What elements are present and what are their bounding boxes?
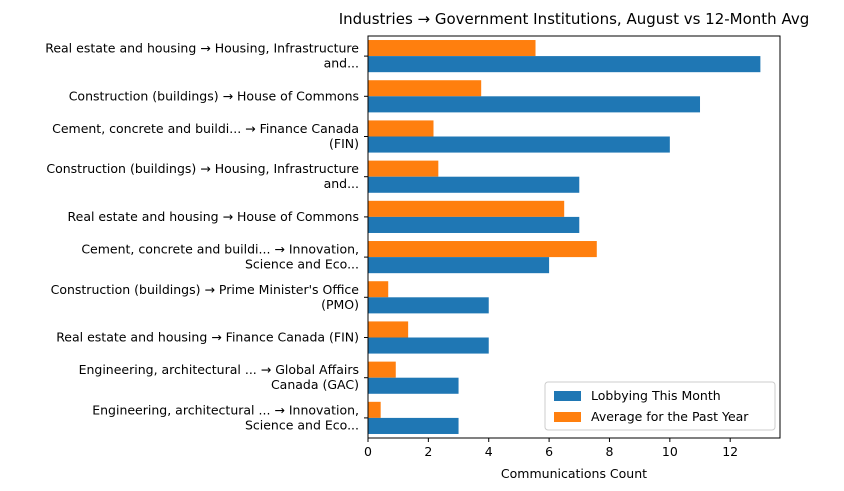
x-tick-label: 2 xyxy=(424,444,432,459)
bar-average-past-year xyxy=(368,200,565,217)
bar-lobbying-this-month xyxy=(368,176,580,193)
category-label-line: Real estate and housing → Finance Canada… xyxy=(56,330,359,345)
category-label: Construction (buildings) → Prime Ministe… xyxy=(51,282,360,312)
bar-average-past-year xyxy=(368,321,409,338)
category-label-line: (PMO) xyxy=(321,297,359,312)
bar-average-past-year xyxy=(368,40,536,57)
bar-lobbying-this-month xyxy=(368,377,459,394)
x-tick-label: 12 xyxy=(722,444,738,459)
x-tick-label: 4 xyxy=(485,444,493,459)
legend-label: Average for the Past Year xyxy=(591,409,749,424)
bar-lobbying-this-month xyxy=(368,257,550,274)
category-label-line: and... xyxy=(324,176,359,191)
bar-lobbying-this-month xyxy=(368,56,761,73)
bar-lobbying-this-month xyxy=(368,297,489,314)
category-label: Cement, concrete and buildi... → Finance… xyxy=(52,121,359,151)
bar-average-past-year xyxy=(368,361,396,378)
category-label: Engineering, architectural ... → Global … xyxy=(79,362,359,392)
x-tick-label: 8 xyxy=(605,444,613,459)
legend-swatch xyxy=(554,412,581,422)
category-label: Construction (buildings) → Housing, Infr… xyxy=(46,161,359,191)
category-label-line: Real estate and housing → Housing, Infra… xyxy=(45,41,359,56)
plot-frame xyxy=(367,35,781,439)
category-label: Engineering, architectural ... → Innovat… xyxy=(92,402,359,432)
category-label-line: Canada (GAC) xyxy=(271,377,359,392)
bar-lobbying-this-month xyxy=(368,136,670,153)
category-label-line: Construction (buildings) → House of Comm… xyxy=(69,88,359,103)
legend-swatch xyxy=(554,391,581,401)
category-labels: Real estate and housing → Housing, Infra… xyxy=(45,41,368,432)
legend: Lobbying This Month Average for the Past … xyxy=(544,381,776,431)
x-axis-label: Communications Count xyxy=(501,466,647,481)
bar-average-past-year xyxy=(368,120,434,137)
category-label-line: Engineering, architectural ... → Global … xyxy=(79,362,359,377)
x-axis: 0 2 4 6 8 10 12 xyxy=(364,438,738,459)
category-label-line: Engineering, architectural ... → Innovat… xyxy=(92,402,359,417)
category-label-line: Construction (buildings) → Prime Ministe… xyxy=(51,282,360,297)
category-label-line: and... xyxy=(324,56,359,71)
x-tick-label: 6 xyxy=(545,444,553,459)
category-label-line: Science and Eco... xyxy=(245,417,359,432)
chart-title: Industries → Government Institutions, Au… xyxy=(339,10,810,28)
legend-box xyxy=(544,381,776,431)
category-label-line: Cement, concrete and buildi... → Innovat… xyxy=(81,242,359,257)
bar-lobbying-this-month xyxy=(368,337,489,354)
bar-lobbying-this-month xyxy=(368,417,459,434)
category-label-line: Cement, concrete and buildi... → Finance… xyxy=(52,121,359,136)
category-label: Real estate and housing → Housing, Infra… xyxy=(45,41,359,71)
category-label: Real estate and housing → Finance Canada… xyxy=(56,330,359,345)
category-label-line: (FIN) xyxy=(329,136,359,151)
bar-average-past-year xyxy=(368,281,389,298)
bar-average-past-year xyxy=(368,160,439,177)
category-label: Real estate and housing → House of Commo… xyxy=(68,209,359,224)
bars-group xyxy=(368,40,761,434)
category-label-line: Science and Eco... xyxy=(245,257,359,272)
category-label: Cement, concrete and buildi... → Innovat… xyxy=(81,242,359,272)
x-tick-label: 10 xyxy=(662,444,678,459)
x-tick-label: 0 xyxy=(364,444,372,459)
category-label-line: Real estate and housing → House of Commo… xyxy=(68,209,359,224)
bar-lobbying-this-month xyxy=(368,216,580,233)
bar-average-past-year xyxy=(368,401,381,418)
category-label-line: Construction (buildings) → Housing, Infr… xyxy=(46,161,359,176)
legend-label: Lobbying This Month xyxy=(591,388,721,403)
bar-average-past-year xyxy=(368,241,597,258)
bar-average-past-year xyxy=(368,80,482,97)
bar-lobbying-this-month xyxy=(368,96,701,113)
category-label: Construction (buildings) → House of Comm… xyxy=(69,88,359,103)
